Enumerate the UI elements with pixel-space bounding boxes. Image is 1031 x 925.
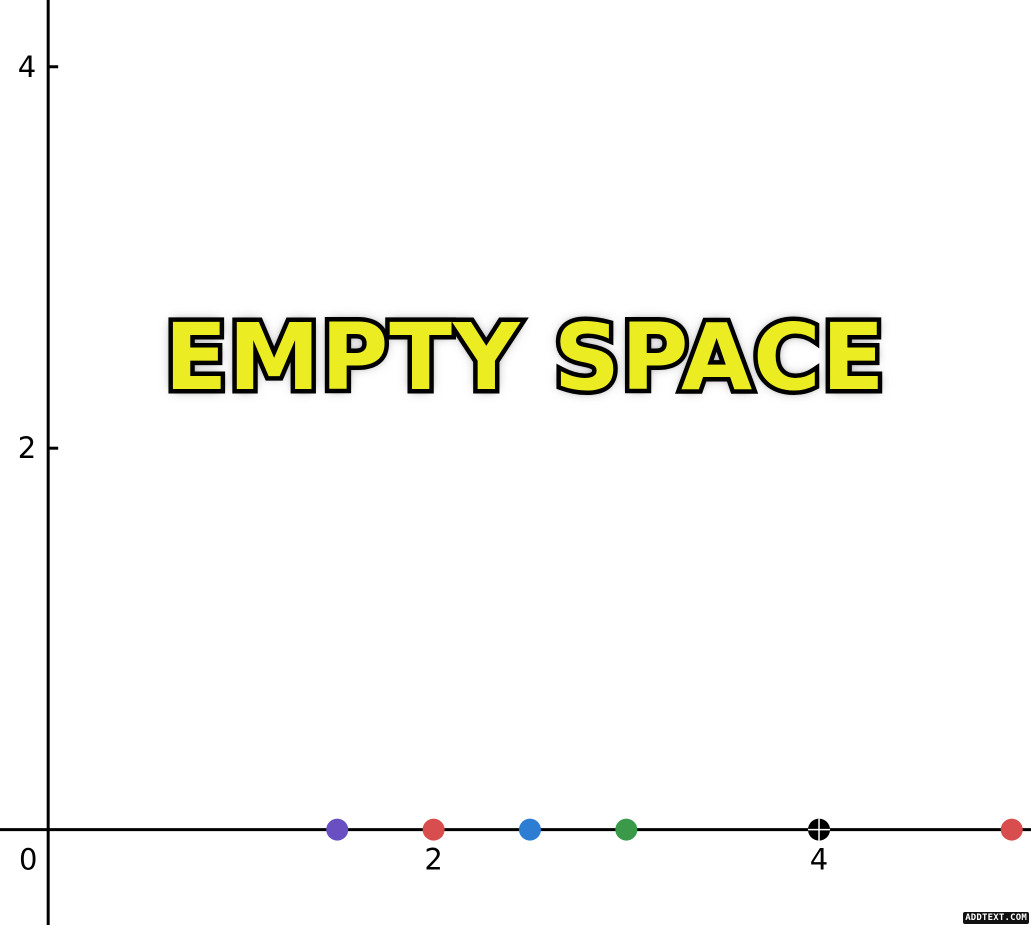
data-point — [615, 818, 638, 841]
data-point — [1000, 818, 1023, 841]
y-tick-label: 4 — [18, 50, 36, 84]
data-point — [326, 818, 349, 841]
tick-labels: 2 4 2 4 0 — [18, 50, 829, 877]
overlay-caption: EMPTY SPACE — [160, 304, 889, 411]
x-tick-label: 4 — [810, 843, 828, 877]
watermark: ADDTEXT.COM — [963, 912, 1029, 924]
y-tick-label: 2 — [18, 431, 36, 465]
origin-label: 0 — [19, 843, 37, 877]
data-point — [518, 818, 541, 841]
data-point — [422, 818, 445, 841]
tick-marks — [48, 65, 59, 450]
data-points — [326, 818, 1023, 841]
x-tick-label: 2 — [424, 843, 442, 877]
